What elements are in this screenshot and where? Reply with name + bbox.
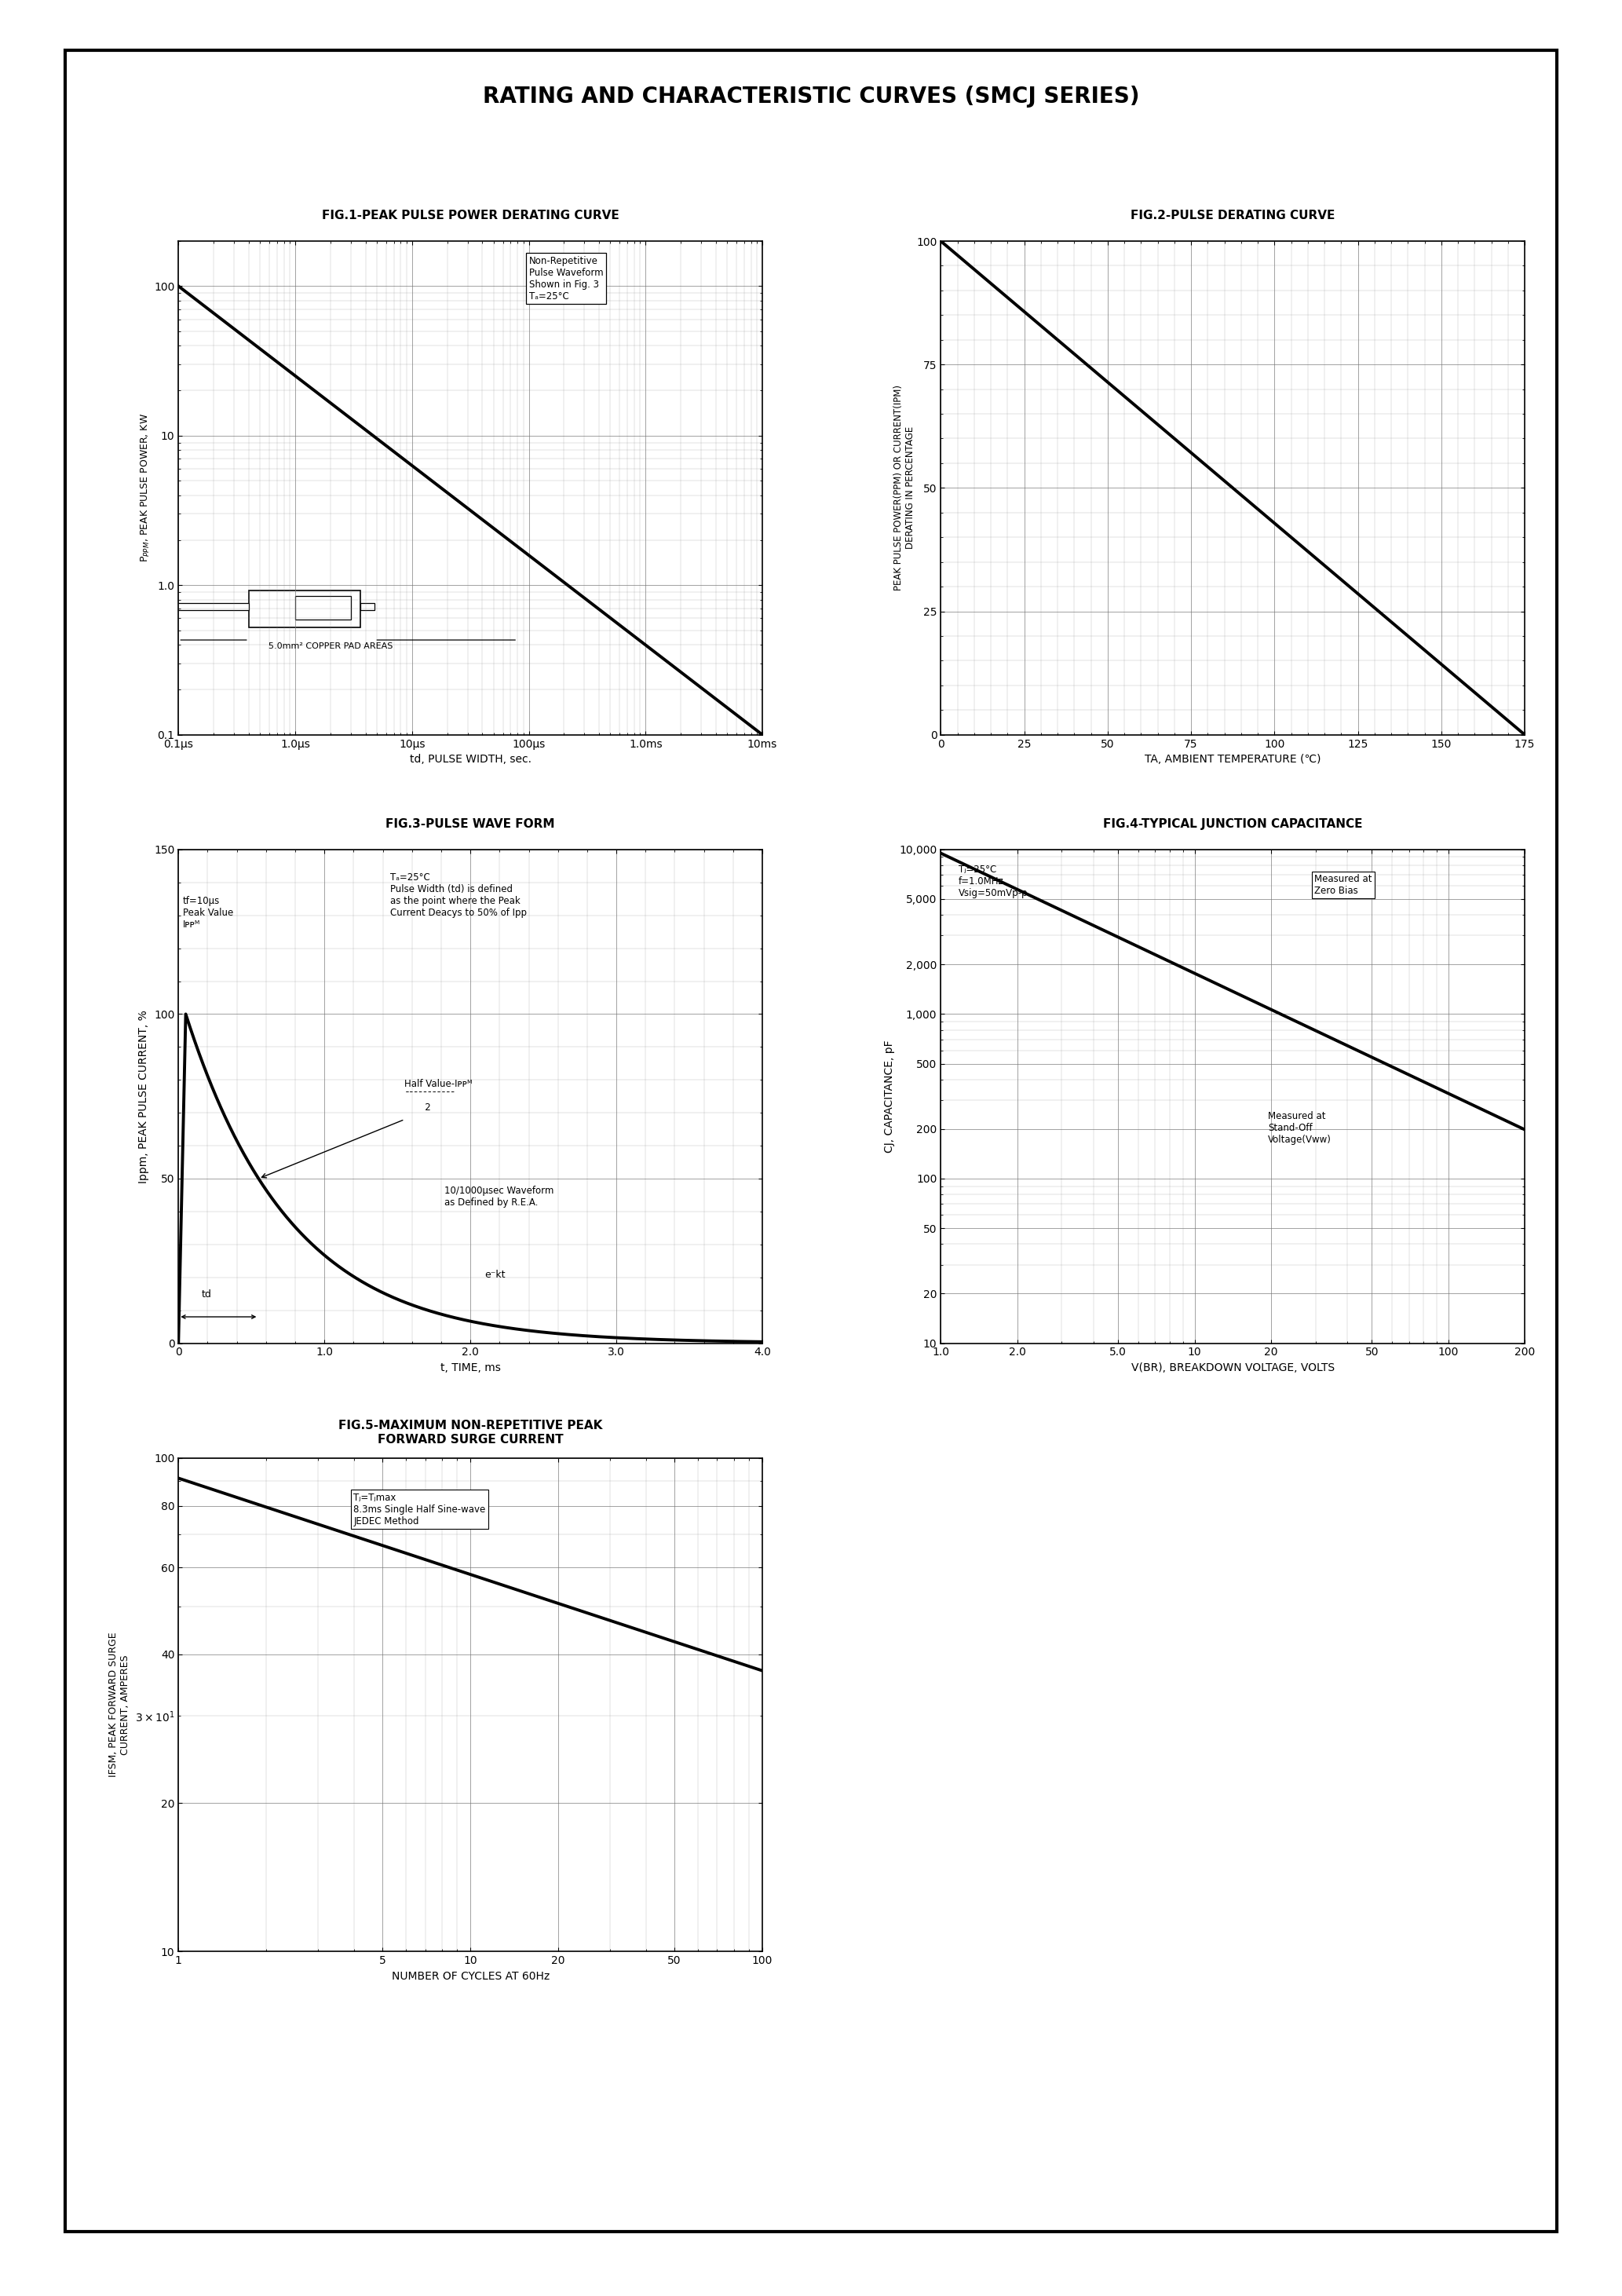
Bar [0, 604, 248, 611]
Text: RATING AND CHARACTERISTIC CURVES (SMCJ SERIES): RATING AND CHARACTERISTIC CURVES (SMCJ S… [483, 85, 1139, 108]
X-axis label: t, TIME, ms: t, TIME, ms [440, 1362, 501, 1373]
Y-axis label: P$_{PPM}$, PEAK PULSE POWER, KW: P$_{PPM}$, PEAK PULSE POWER, KW [139, 413, 152, 563]
Text: Tⱼ=Tⱼmax
8.3ms Single Half Sine-wave
JEDEC Method: Tⱼ=Tⱼmax 8.3ms Single Half Sine-wave JED… [354, 1492, 485, 1527]
Text: FIG.4-TYPICAL JUNCTION CAPACITANCE: FIG.4-TYPICAL JUNCTION CAPACITANCE [1103, 817, 1362, 831]
Bar [295, 595, 350, 620]
Text: Tₐ=25°C
Pulse Width (td) is defined
as the point where the Peak
Current Deacys t: Tₐ=25°C Pulse Width (td) is defined as t… [389, 872, 527, 918]
Text: FIG.1-PEAK PULSE POWER DERATING CURVE: FIG.1-PEAK PULSE POWER DERATING CURVE [321, 209, 620, 223]
X-axis label: TA, AMBIENT TEMPERATURE (℃): TA, AMBIENT TEMPERATURE (℃) [1145, 753, 1320, 765]
Text: FIG.5-MAXIMUM NON-REPETITIVE PEAK
FORWARD SURGE CURRENT: FIG.5-MAXIMUM NON-REPETITIVE PEAK FORWAR… [339, 1419, 602, 1446]
Y-axis label: PEAK PULSE POWER(PPM) OR CURRENT(IPM)
DERATING IN PERCENTAGE: PEAK PULSE POWER(PPM) OR CURRENT(IPM) DE… [894, 386, 915, 590]
Y-axis label: IFSM, PEAK FORWARD SURGE
CURRENT, AMPERES: IFSM, PEAK FORWARD SURGE CURRENT, AMPERE… [109, 1632, 130, 1777]
Text: Measured at
Stand-Off
Voltage(Vww): Measured at Stand-Off Voltage(Vww) [1268, 1111, 1332, 1146]
Text: 10/1000μsec Waveform
as Defined by R.E.A.: 10/1000μsec Waveform as Defined by R.E.A… [444, 1185, 553, 1208]
Bar [360, 604, 375, 611]
Y-axis label: CJ, CAPACITANCE, pF: CJ, CAPACITANCE, pF [884, 1040, 895, 1153]
Text: Non-Repetitive
Pulse Waveform
Shown in Fig. 3
Tₐ=25°C: Non-Repetitive Pulse Waveform Shown in F… [529, 255, 603, 301]
X-axis label: td, PULSE WIDTH, sec.: td, PULSE WIDTH, sec. [409, 753, 532, 765]
Text: FIG.3-PULSE WAVE FORM: FIG.3-PULSE WAVE FORM [386, 817, 555, 831]
Text: Measured at
Zero Bias: Measured at Zero Bias [1314, 875, 1372, 895]
X-axis label: NUMBER OF CYCLES AT 60Hz: NUMBER OF CYCLES AT 60Hz [391, 1970, 550, 1981]
Text: e⁻kt: e⁻kt [485, 1270, 506, 1279]
Text: tf=10μs
Peak Value
Iᴘᴘᴹ: tf=10μs Peak Value Iᴘᴘᴹ [183, 895, 234, 930]
Text: FIG.2-PULSE DERATING CURVE: FIG.2-PULSE DERATING CURVE [1131, 209, 1335, 223]
Text: Half Value-Iᴘᴘᴹ
¯¯¯¯¯¯¯¯¯¯¯
       2: Half Value-Iᴘᴘᴹ ¯¯¯¯¯¯¯¯¯¯¯ 2 [406, 1079, 472, 1114]
Bar [248, 590, 360, 627]
Y-axis label: Ippm, PEAK PULSE CURRENT, %: Ippm, PEAK PULSE CURRENT, % [138, 1010, 149, 1182]
Text: td: td [201, 1290, 212, 1300]
Text: Tⱼ=25°C
f=1.0MHz
Vsig=50mVp-p: Tⱼ=25°C f=1.0MHz Vsig=50mVp-p [959, 863, 1028, 898]
Text: 5.0mm² COPPER PAD AREAS: 5.0mm² COPPER PAD AREAS [268, 643, 393, 650]
X-axis label: V(BR), BREAKDOWN VOLTAGE, VOLTS: V(BR), BREAKDOWN VOLTAGE, VOLTS [1131, 1362, 1335, 1373]
